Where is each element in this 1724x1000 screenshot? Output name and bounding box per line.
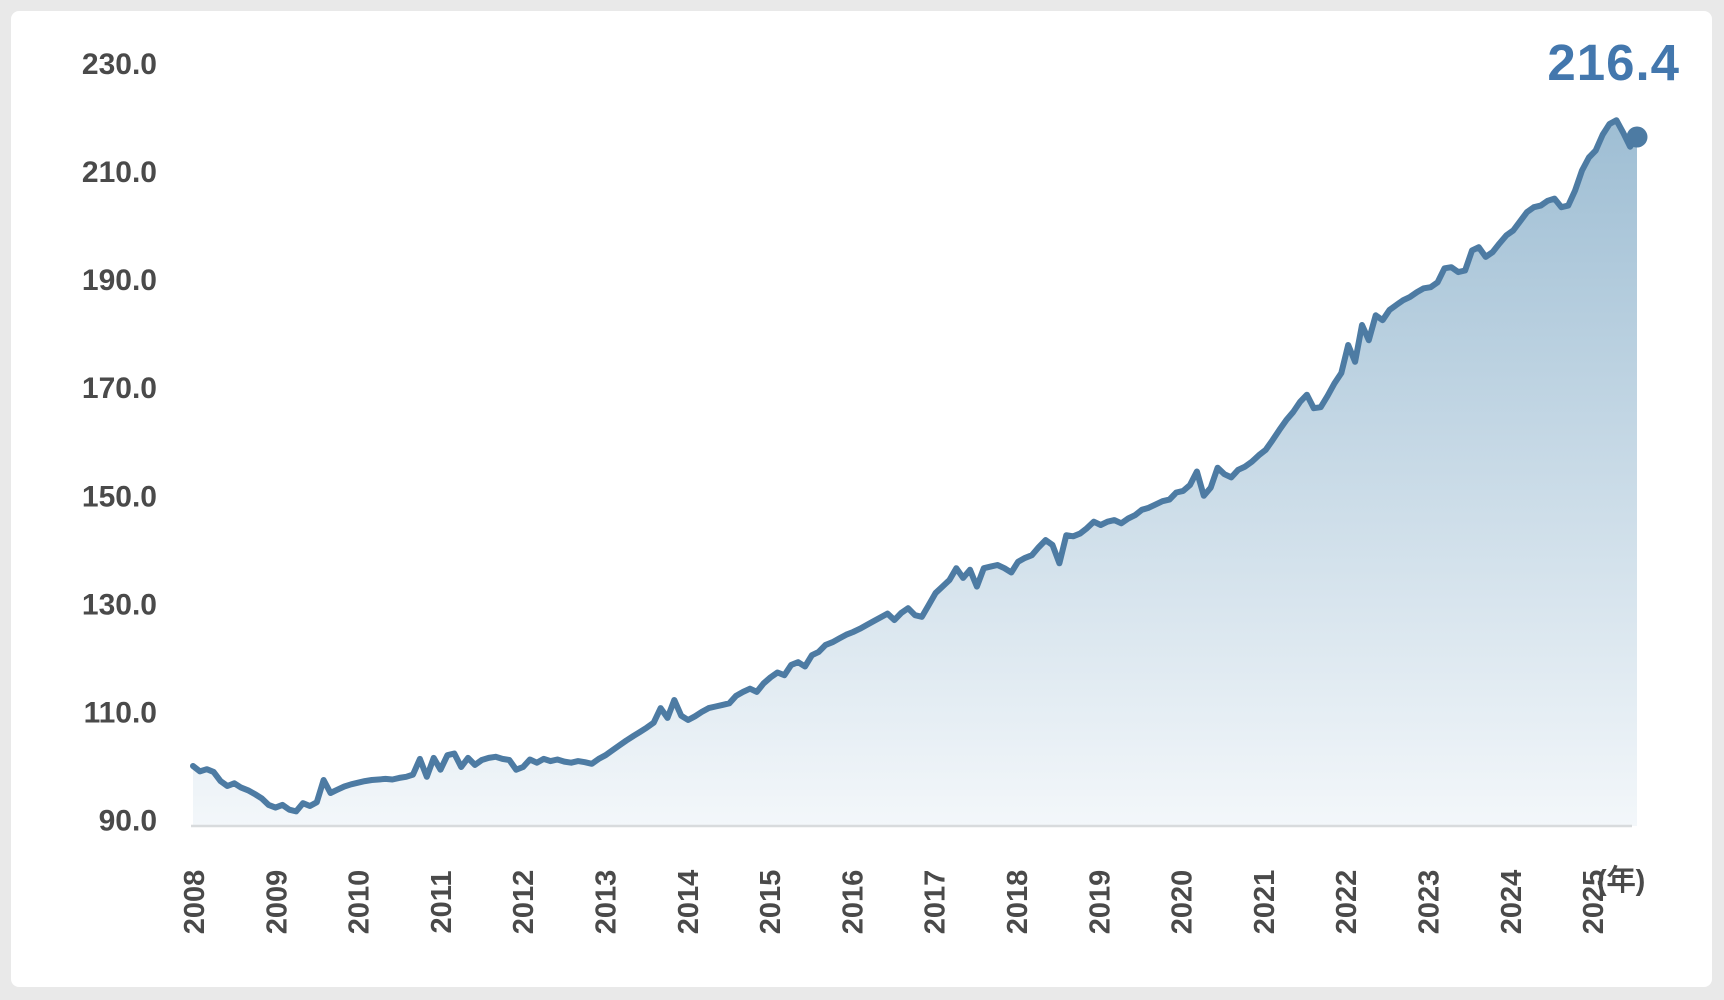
x-axis-tick-label: 2012 <box>508 870 540 935</box>
y-axis-tick-label: 230.0 <box>82 48 157 81</box>
area-fill <box>193 120 1637 826</box>
latest-value-label: 216.4 <box>1547 34 1680 91</box>
x-axis-tick-label: 2014 <box>673 870 705 935</box>
x-axis-tick-label: 2025 <box>1578 870 1610 935</box>
x-axis-tick-label: 2018 <box>1002 870 1034 935</box>
x-axis-tick-label: 2023 <box>1414 870 1446 935</box>
x-axis-tick-label: 2016 <box>837 870 869 935</box>
x-axis-tick-label: 2009 <box>261 870 293 935</box>
x-axis-tick-label: 2021 <box>1249 870 1281 935</box>
y-axis-tick-label: 210.0 <box>82 156 157 189</box>
x-axis-tick-label: 2011 <box>426 871 458 934</box>
y-axis-tick-label: 130.0 <box>82 588 157 621</box>
y-axis-tick-label: 170.0 <box>82 372 157 405</box>
x-axis-unit-label: (年) <box>1597 865 1646 897</box>
x-axis-tick-label: 2017 <box>920 870 952 935</box>
x-axis-tick-label: 2013 <box>591 870 623 935</box>
x-axis-tick-label: 2010 <box>344 870 376 935</box>
x-axis-tick-label: 2024 <box>1496 870 1528 935</box>
y-axis-tick-label: 150.0 <box>82 480 157 513</box>
y-axis-tick-label: 110.0 <box>84 696 157 729</box>
x-axis-tick-label: 2020 <box>1167 870 1199 935</box>
x-axis-tick-label: 2019 <box>1084 870 1116 935</box>
x-axis-tick-label: 2015 <box>755 870 787 935</box>
y-axis-tick-label: 90.0 <box>99 805 157 838</box>
y-axis-tick-label: 190.0 <box>82 264 157 297</box>
index-line <box>190 117 1640 815</box>
last-point-marker <box>1626 126 1648 148</box>
x-axis-tick-label: 2022 <box>1331 870 1363 935</box>
x-axis-tick-label: 2008 <box>179 870 211 935</box>
